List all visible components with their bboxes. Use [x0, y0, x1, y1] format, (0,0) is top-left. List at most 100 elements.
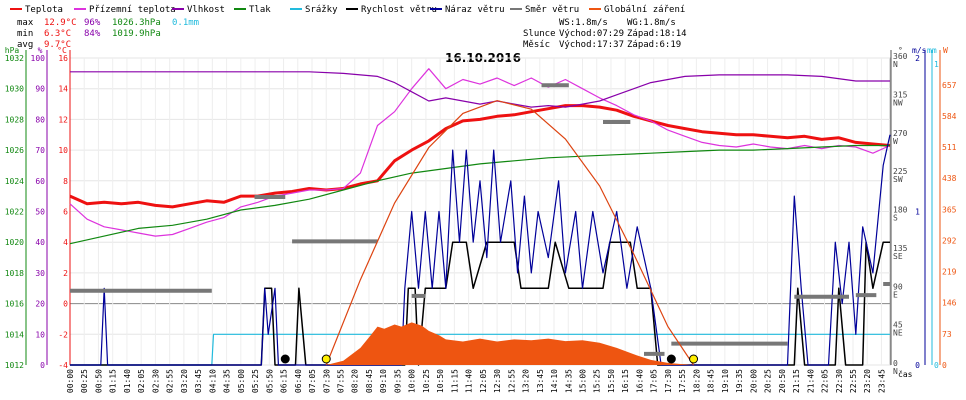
x-tick-9: 03:45 — [194, 369, 203, 393]
tick-pressure-7: 1026 — [5, 146, 24, 155]
x-tick-32: 13:20 — [522, 369, 531, 393]
tick-humidity-4: 40 — [35, 238, 45, 247]
tick-wind-cardinal-1: NE — [893, 329, 903, 338]
x-tick-12: 05:00 — [237, 369, 246, 393]
tick-pressure-9: 1030 — [5, 85, 24, 94]
x-tick-51: 21:15 — [792, 369, 801, 393]
stat-max-hum: 96% — [84, 18, 101, 28]
axis-label-radiation: W — [943, 46, 948, 55]
x-tick-20: 08:20 — [351, 369, 360, 393]
tick-temperature-9: 14 — [58, 85, 68, 94]
tick-wind-direction-5: 225 — [893, 167, 908, 176]
axis-label-wind-speed: m/s — [912, 46, 927, 55]
info-ws: WS:1.8m/s — [559, 18, 608, 28]
axis-label-wind-direction: ° — [898, 46, 903, 55]
stat-min-temp: 6.3°C — [44, 29, 71, 39]
tick-temperature-2: 0 — [63, 300, 68, 309]
x-tick-43: 17:55 — [678, 369, 687, 393]
info-slunce-label: Slunce — [523, 29, 556, 39]
axis-label-temperature: °C — [57, 46, 67, 55]
tick-temperature-3: 2 — [63, 269, 68, 278]
x-tick-46: 19:10 — [721, 369, 730, 393]
x-tick-27: 11:15 — [450, 369, 459, 393]
series-6 — [70, 134, 891, 366]
x-tick-2: 00:50 — [94, 369, 103, 393]
tick-wind-cardinal-6: W — [893, 137, 898, 146]
x-tick-35: 14:35 — [564, 369, 573, 393]
x-tick-17: 07:05 — [308, 369, 317, 393]
info-mesic-label: Měsíc — [523, 40, 550, 50]
x-tick-55: 22:55 — [849, 369, 858, 393]
x-tick-13: 05:25 — [251, 369, 260, 393]
plot-area — [69, 68, 891, 366]
tick-wind-speed-1: 1 — [915, 208, 920, 217]
tick-temperature-4: 4 — [63, 238, 68, 247]
tick-radiation-4: 292 — [942, 236, 957, 245]
tick-wind-speed-0: 0 — [915, 361, 920, 370]
stat-max-label: max — [17, 18, 34, 28]
x-tick-24: 10:00 — [408, 369, 417, 393]
tick-wind-direction-0: 0 — [893, 359, 898, 368]
legend-label-1: Přízemní teplota — [89, 5, 176, 15]
stat-min-label: min — [17, 29, 33, 39]
tick-wind-speed-2: 2 — [915, 54, 920, 63]
x-tick-11: 04:35 — [223, 369, 232, 393]
tick-temperature-5: 6 — [63, 208, 68, 217]
tick-radiation-5: 365 — [942, 205, 957, 214]
tick-temperature-0: -4 — [58, 361, 68, 370]
stat-min-press: 1019.9hPa — [112, 29, 161, 39]
info-block: WS:1.8m/s WG:1.8m/s Slunce Východ:07:29 … — [523, 18, 687, 50]
tick-wind-cardinal-8: N — [893, 60, 898, 69]
x-axis: 00:00 00:25 00:50 01:15 01:40 02:05 02:30 02:55… — [66, 369, 913, 393]
stat-max-rain: 0.1mm — [172, 18, 199, 28]
axes: hPa1012101410161018102010221024102610281… — [5, 46, 957, 376]
stat-min-hum: 84% — [84, 29, 101, 39]
x-tick-34: 14:10 — [550, 369, 559, 393]
tick-radiation-9: 657 — [942, 81, 957, 90]
x-tick-28: 11:40 — [465, 369, 474, 393]
x-tick-22: 09:10 — [379, 369, 388, 393]
info-mesic-vychod: Východ:17:37 — [559, 40, 624, 50]
legend-label-7: Směr větru — [525, 5, 579, 15]
tick-humidity-2: 20 — [35, 300, 45, 309]
tick-radiation-8: 584 — [942, 112, 957, 121]
tick-humidity-10: 100 — [31, 54, 46, 63]
x-tick-15: 06:15 — [280, 369, 289, 393]
series-1 — [69, 68, 891, 237]
x-tick-45: 18:45 — [707, 369, 716, 393]
tick-radiation-0: 0 — [942, 361, 947, 370]
tick-pressure-8: 1028 — [5, 115, 24, 124]
x-tick-39: 16:15 — [621, 369, 630, 393]
x-tick-25: 10:25 — [422, 369, 431, 393]
x-tick-49: 20:25 — [764, 369, 773, 393]
x-tick-48: 20:00 — [749, 369, 758, 393]
series-3 — [69, 144, 890, 245]
series-global-radiation — [326, 322, 692, 365]
legend-label-3: Tlak — [249, 5, 271, 15]
tick-pressure-4: 1020 — [5, 238, 24, 247]
marker-moon-0 — [280, 354, 290, 364]
tick-wind-direction-4: 180 — [893, 206, 908, 215]
legend-label-0: Teplota — [25, 5, 63, 15]
x-tick-14: 05:50 — [265, 369, 274, 393]
stat-max-temp: 12.9°C — [44, 18, 77, 28]
tick-wind-cardinal-4: S — [893, 214, 898, 223]
tick-humidity-6: 60 — [35, 177, 45, 186]
tick-radiation-1: 73 — [942, 330, 952, 339]
x-tick-56: 23:20 — [863, 369, 872, 393]
tick-wind-direction-7: 315 — [893, 90, 908, 99]
legend-label-2: Vlhkost — [187, 5, 225, 15]
x-tick-30: 12:30 — [493, 369, 502, 393]
tick-radiation-3: 219 — [942, 268, 957, 277]
tick-wind-direction-2: 90 — [893, 282, 903, 291]
x-tick-6: 02:30 — [151, 369, 160, 393]
tick-wind-direction-3: 135 — [893, 244, 908, 253]
x-tick-1: 00:25 — [80, 369, 89, 393]
info-slunce-vychod: Východ:07:29 — [559, 29, 624, 39]
x-axis-label: čas — [898, 369, 913, 379]
tick-wind-direction-1: 45 — [893, 321, 903, 330]
series-0 — [69, 104, 891, 209]
axis-label-rain: mm — [927, 46, 937, 55]
x-tick-3: 01:15 — [109, 369, 118, 393]
x-tick-42: 17:30 — [664, 369, 673, 393]
